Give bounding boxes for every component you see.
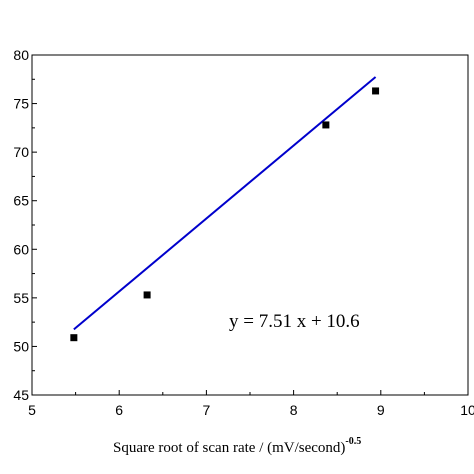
y-tick-label: 70 — [13, 144, 29, 160]
data-point — [143, 291, 151, 299]
data-points — [70, 87, 380, 342]
x-tick-label: 6 — [115, 402, 123, 418]
data-point — [70, 334, 78, 342]
x-axis-label-exponent: -0.5 — [345, 436, 361, 447]
fit-line — [73, 76, 377, 331]
x-tick-label: 8 — [290, 402, 298, 418]
x-tick-label: 5 — [28, 402, 36, 418]
x-tick-label: 7 — [203, 402, 211, 418]
y-tick-label: 80 — [13, 47, 29, 63]
y-tick-label: 50 — [13, 338, 29, 354]
data-point — [322, 121, 330, 129]
x-axis-ticks: 5 6 7 8 9 10 — [28, 390, 474, 418]
plot-area-frame — [31, 54, 469, 396]
x-axis-label-text: Square root of scan rate / (mV/second) — [113, 440, 345, 456]
y-tick-label: 60 — [13, 241, 29, 257]
y-tick-label: 55 — [13, 290, 29, 306]
y-axis-ticks: 45 50 55 60 65 70 75 80 — [13, 47, 37, 403]
x-tick-label: 9 — [377, 402, 385, 418]
y-tick-label: 65 — [13, 193, 29, 209]
y-tick-label: 75 — [13, 96, 29, 112]
x-tick-label: 10 — [460, 402, 474, 418]
x-axis-label: Square root of scan rate / (mV/second)-0… — [113, 436, 361, 456]
data-point — [372, 87, 380, 95]
y-tick-label: 45 — [13, 387, 29, 403]
fit-equation-annotation: y = 7.51 x + 10.6 — [229, 311, 360, 332]
